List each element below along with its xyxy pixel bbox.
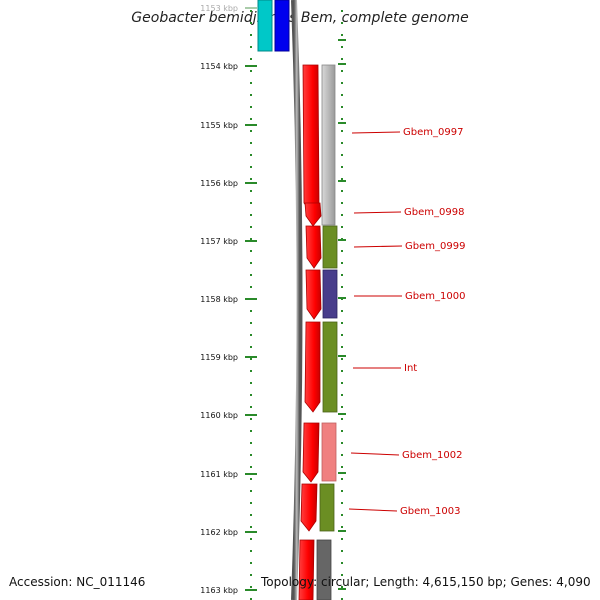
scale-label: 1157 kbp bbox=[200, 237, 238, 246]
gene-darkgray-partial bbox=[316, 539, 332, 600]
scale-label: 1163 kbp bbox=[200, 586, 238, 595]
gene-forward bbox=[300, 483, 318, 532]
annotated-genes bbox=[316, 64, 338, 600]
forward-strand-genes bbox=[298, 64, 322, 600]
scale-ticks-right bbox=[338, 39, 346, 590]
gene-label: Gbem_0999 bbox=[405, 241, 465, 252]
gene-label: Gbem_0997 bbox=[403, 127, 463, 138]
genome-title: Geobacter bemidjiensis Bem, complete gen… bbox=[131, 10, 469, 26]
scale-ticks bbox=[245, 7, 257, 591]
gene-label: Gbem_0998 bbox=[404, 207, 464, 218]
gene-gbem-0999 bbox=[322, 225, 338, 269]
gene-gbem-1003 bbox=[319, 483, 335, 532]
scale-label: 1153 kbp bbox=[200, 4, 238, 13]
scale-label: 1162 kbp bbox=[200, 528, 238, 537]
gene-gbem-1000 bbox=[322, 269, 338, 319]
gene-label: Gbem_1003 bbox=[400, 506, 460, 517]
scale-label: 1161 kbp bbox=[200, 470, 238, 479]
scale-label: 1154 kbp bbox=[200, 62, 238, 71]
gene-gbem-1002 bbox=[321, 422, 337, 482]
gene-forward bbox=[302, 64, 320, 213]
gene-label: Gbem_1000 bbox=[405, 291, 465, 302]
gene-label: Int bbox=[404, 363, 417, 374]
gene-cyan-partial bbox=[257, 0, 273, 52]
scale-label: 1159 kbp bbox=[200, 353, 238, 362]
gene-forward bbox=[305, 225, 322, 269]
label-leaders bbox=[348, 131, 403, 512]
gene-gbem-0997 bbox=[321, 64, 336, 226]
gene-forward bbox=[305, 269, 322, 320]
scale-label: 1160 kbp bbox=[200, 411, 238, 420]
gene-label: Gbem_1002 bbox=[402, 450, 462, 461]
gene-forward bbox=[298, 539, 315, 600]
scale-label: 1158 kbp bbox=[200, 295, 238, 304]
topology-text: Topology: circular; Length: 4,615,150 bp… bbox=[261, 575, 591, 589]
scale-label: 1156 kbp bbox=[200, 179, 238, 188]
gene-forward bbox=[304, 202, 322, 227]
genome-backbone bbox=[291, 0, 303, 600]
gene-forward bbox=[304, 321, 321, 413]
scale-label: 1155 kbp bbox=[200, 121, 238, 130]
gene-forward bbox=[302, 422, 320, 483]
accession-text: Accession: NC_011146 bbox=[9, 575, 146, 589]
gene-blue-partial bbox=[274, 0, 290, 52]
gene-int bbox=[322, 321, 338, 413]
